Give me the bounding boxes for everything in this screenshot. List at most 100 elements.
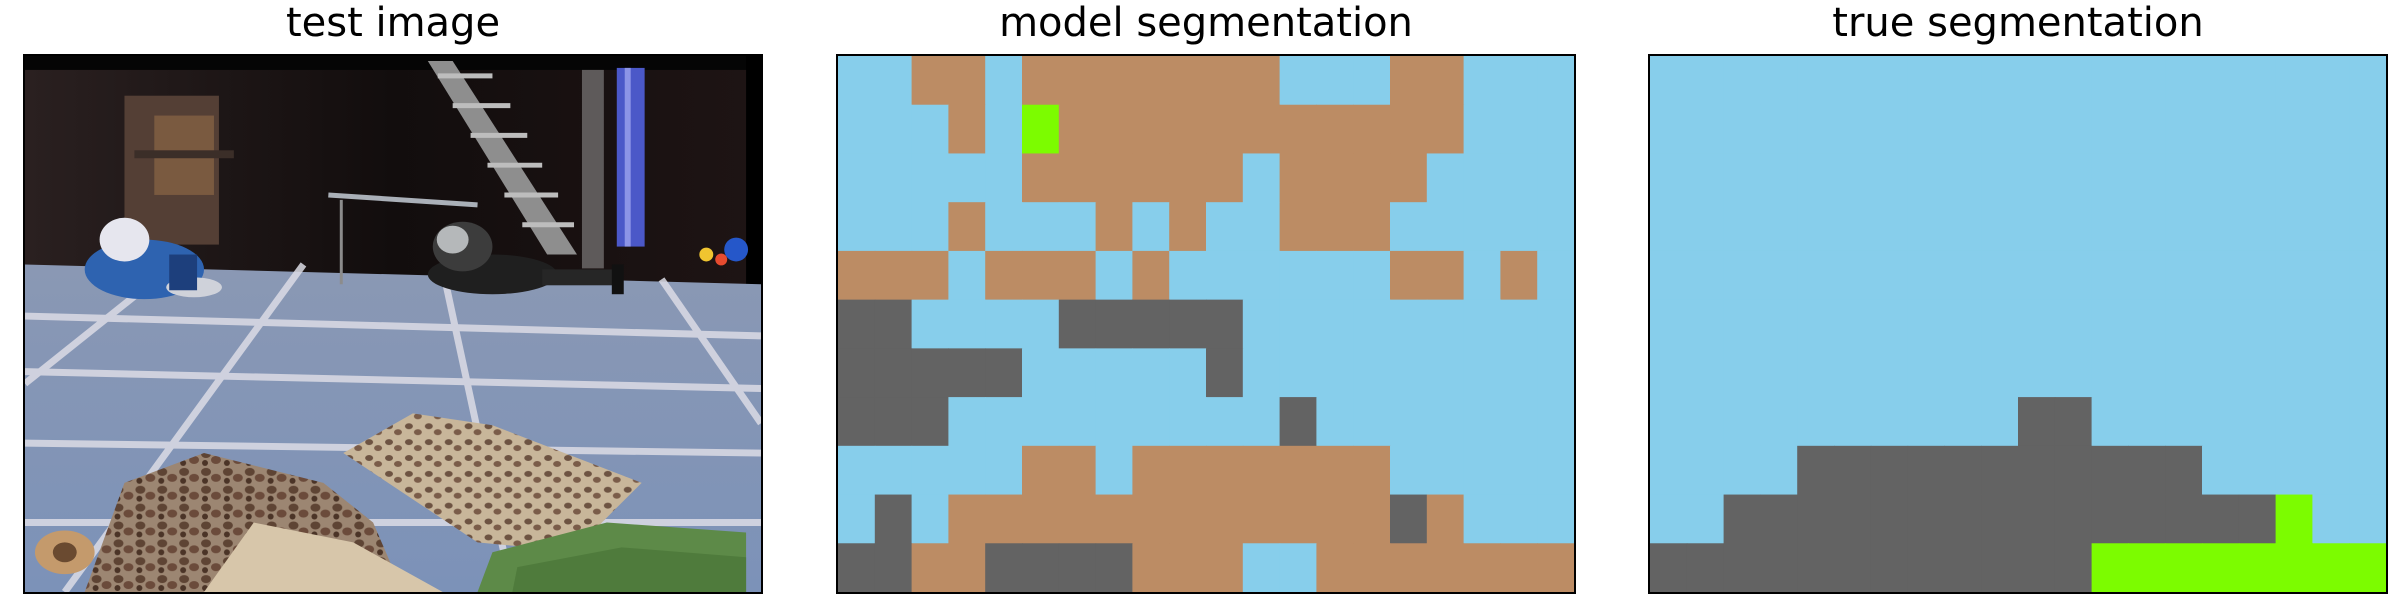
model-segmentation-cell — [1463, 543, 1501, 592]
true-segmentation-cell — [2091, 104, 2129, 155]
model-segmentation-cell — [1169, 104, 1207, 155]
true-segmentation-cell — [1686, 445, 1725, 496]
model-segmentation-cell — [874, 445, 913, 496]
model-segmentation-cell — [1095, 153, 1133, 203]
true-segmentation-cell — [1944, 202, 1982, 252]
true-segmentation-cell — [1834, 250, 1872, 301]
model-segmentation-cell — [1316, 299, 1354, 349]
model-segmentation-cell — [1279, 104, 1317, 155]
true-segmentation-cell — [1981, 445, 2019, 496]
model-segmentation-cell — [1353, 153, 1391, 203]
true-segmentation-cell — [2018, 543, 2056, 592]
model-segmentation-cell — [1390, 494, 1428, 544]
true-segmentation-cell — [2238, 104, 2277, 155]
true-segmentation-cell — [1797, 153, 1835, 203]
model-segmentation-cell — [1390, 445, 1428, 496]
true-segmentation-cell — [1870, 153, 1909, 203]
true-segmentation-cell — [2018, 153, 2056, 203]
model-segmentation-cell — [1316, 202, 1354, 252]
model-segmentation-cell — [985, 348, 1023, 398]
model-segmentation-cell — [948, 104, 986, 155]
model-segmentation-cell — [985, 250, 1023, 301]
model-segmentation-cell — [1206, 348, 1244, 398]
true-segmentation-cell — [2091, 299, 2129, 349]
true-segmentation-cell — [2349, 445, 2386, 496]
true-segmentation-cell — [2054, 445, 2093, 496]
model-segmentation-cell — [1463, 445, 1501, 496]
model-segmentation-cell — [1242, 348, 1281, 398]
model-segmentation-cell — [1169, 202, 1207, 252]
true-segmentation-cell — [2202, 153, 2240, 203]
true-segmentation-cell — [1944, 299, 1982, 349]
model-segmentation-cell — [1390, 104, 1428, 155]
true-segmentation-cell — [1760, 348, 1798, 398]
model-segmentation-cell — [1316, 153, 1354, 203]
model-segmentation-cell — [1095, 56, 1133, 106]
model-segmentation-cell — [874, 348, 913, 398]
model-segmentation-cell — [1206, 202, 1244, 252]
model-segmentation-cell — [1500, 543, 1538, 592]
model-segmentation-cell — [1022, 153, 1060, 203]
model-segmentation-cell — [1463, 153, 1501, 203]
model-segmentation-cell — [1169, 250, 1207, 301]
true-segmentation-cell — [1723, 543, 1761, 592]
true-segmentation-cell — [1650, 56, 1688, 106]
true-segmentation-cell — [2054, 104, 2093, 155]
model-segmentation-cell — [1206, 543, 1244, 592]
true-segmentation-cell — [1686, 104, 1725, 155]
true-segmentation-cell — [2018, 104, 2056, 155]
model-segmentation-cell — [1169, 494, 1207, 544]
model-segmentation-cell — [1279, 202, 1317, 252]
true-segmentation-cell — [1870, 543, 1909, 592]
true-segmentation-cell — [1760, 104, 1798, 155]
true-segmentation-cell — [1797, 543, 1835, 592]
true-segmentation-cell — [2018, 397, 2056, 447]
model-segmentation-cell — [1242, 56, 1281, 106]
true-segmentation-cell — [2165, 299, 2203, 349]
model-segmentation-cell — [838, 397, 876, 447]
true-segmentation-cell — [2018, 494, 2056, 544]
model-segmentation-cell — [1426, 153, 1465, 203]
true-segmentation-cell — [2312, 56, 2350, 106]
true-segmentation-cell — [1870, 104, 1909, 155]
model-segmentation-cell — [1206, 56, 1244, 106]
model-segmentation-cell — [838, 348, 876, 398]
model-segmentation-cell — [1463, 250, 1501, 301]
true-segmentation-cell — [2238, 299, 2277, 349]
model-segmentation-cell — [1316, 348, 1354, 398]
model-segmentation-cell — [1279, 56, 1317, 106]
true-segmentation-cell — [2018, 56, 2056, 106]
true-segmentation-cell — [2128, 494, 2166, 544]
true-segmentation-cell — [2202, 299, 2240, 349]
model-segmentation-cell — [1169, 543, 1207, 592]
model-segmentation-cell — [1132, 348, 1170, 398]
model-segmentation-cell — [1500, 104, 1538, 155]
model-segmentation-cell — [1500, 348, 1538, 398]
test-image-frame — [23, 54, 763, 594]
true-segmentation-cell — [1944, 494, 1982, 544]
model-segmentation-cell — [985, 397, 1023, 447]
true-segmentation-cell — [1723, 104, 1761, 155]
model-segmentation-cell — [1390, 250, 1428, 301]
model-segmentation-cell — [1500, 153, 1538, 203]
model-segmentation-cell — [1242, 299, 1281, 349]
true-segmentation-cell — [2165, 56, 2203, 106]
true-segmentation-cell — [2165, 153, 2203, 203]
model-segmentation-cell — [838, 494, 876, 544]
model-segmentation-cell — [1463, 348, 1501, 398]
model-segmentation-cell — [948, 299, 986, 349]
true-segmentation-cell — [1981, 250, 2019, 301]
model-segmentation-cell — [1353, 202, 1391, 252]
model-segmentation-cell — [1132, 494, 1170, 544]
model-segmentation-cell — [1279, 153, 1317, 203]
true-segmentation-cell — [1797, 104, 1835, 155]
true-segmentation-cell — [1760, 56, 1798, 106]
model-segmentation-cell — [1132, 153, 1170, 203]
model-segmentation-cell — [1206, 104, 1244, 155]
model-segmentation-cell — [1058, 494, 1097, 544]
model-segmentation-cell — [948, 397, 986, 447]
true-segmentation-cell — [2128, 445, 2166, 496]
true-segmentation-cell — [2349, 543, 2386, 592]
true-segmentation-cell — [1723, 299, 1761, 349]
model-segmentation-cell — [1095, 494, 1133, 544]
